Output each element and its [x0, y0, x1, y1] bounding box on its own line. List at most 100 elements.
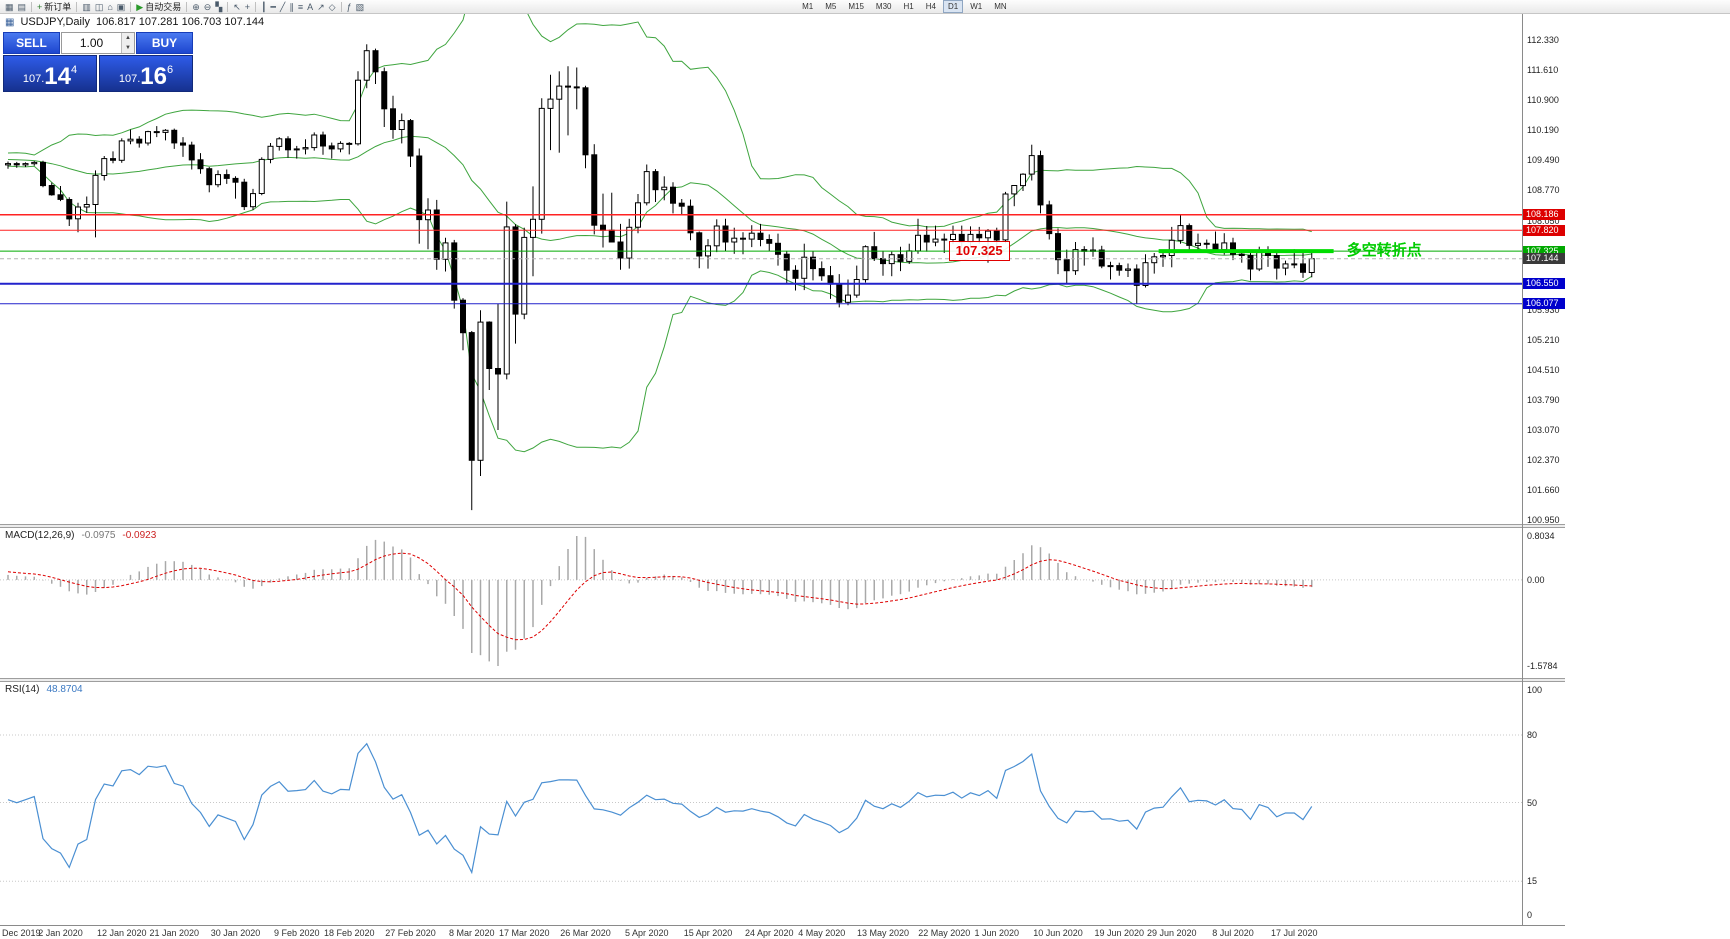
data-window-icon[interactable]: ◫: [93, 1, 106, 13]
price-tick: 105.210: [1527, 335, 1560, 346]
price-tag-106.550: 106.550: [1523, 278, 1565, 290]
fibonacci-icon[interactable]: ≡: [296, 1, 305, 13]
new-order-button[interactable]: + 新订单: [35, 1, 73, 13]
timeframe-H1[interactable]: H1: [903, 2, 914, 11]
horizontal-line-icon[interactable]: ━: [268, 1, 277, 13]
price-tick: 103.070: [1527, 425, 1560, 436]
date-label: 8 Jul 2020: [1212, 928, 1254, 938]
volume-input[interactable]: 1.00 ▲ ▼: [61, 32, 135, 54]
price-tick: 102.370: [1527, 454, 1560, 465]
rsi-axis-50: 50: [1527, 797, 1538, 808]
panel-splitter[interactable]: [0, 524, 1565, 528]
terminal-icon[interactable]: ▣: [115, 1, 128, 13]
trendline-icon[interactable]: ╱: [278, 1, 287, 13]
shapes-icon[interactable]: ◇: [327, 1, 338, 13]
chart-profiles-icon-glyph: ▤: [17, 1, 27, 12]
turning-point-annotation[interactable]: 多空转折点: [1346, 242, 1422, 260]
bid-price-big: 14: [44, 63, 71, 90]
volume-decrease-button[interactable]: ▼: [122, 43, 134, 53]
date-label: 12 Jan 2020: [96, 928, 147, 938]
sell-button[interactable]: SELL: [3, 32, 60, 54]
macd-label: MACD(12,26,9) -0.0975 -0.0923: [5, 530, 156, 541]
bid-price-tile[interactable]: 107. 14 4: [3, 55, 97, 92]
cursor-icon-glyph: ↖: [233, 1, 241, 12]
market-watch-icon[interactable]: ▥: [80, 1, 93, 13]
navigator-icon[interactable]: ⌂: [105, 1, 114, 13]
rsi-axis-15: 15: [1527, 876, 1538, 887]
channel-icon[interactable]: ∥: [287, 1, 296, 13]
panel-splitter[interactable]: [0, 678, 1565, 682]
date-label: 1 Jun 2020: [974, 928, 1020, 938]
crosshair-icon[interactable]: +: [243, 1, 252, 13]
bollinger-bands: [7, 0, 1313, 453]
zoom-in-icon[interactable]: ⊕: [190, 1, 202, 13]
time-axis-border: [0, 925, 1565, 926]
price-tick: 100.950: [1527, 514, 1560, 525]
date-label: 13 May 2020: [856, 928, 910, 938]
autotrading-button[interactable]: ▶ 自动交易: [134, 1, 183, 13]
timeframe-M1[interactable]: M1: [802, 2, 814, 11]
price-annotation-flag[interactable]: 107.325: [948, 241, 1010, 262]
zoom-out-icon[interactable]: ⊖: [202, 1, 214, 13]
date-label: 15 Apr 2020: [683, 928, 733, 938]
price-tag-107.820: 107.820: [1523, 224, 1565, 236]
toolbar: ▦ ▤ + 新订单 ▥ ◫ ⌂ ▣ ▶ 自动交易 ⊕ ⊖ ▚ ↖ + ┃ ━ ╱ ∥ ≡ A ↗ ◇ ƒ ▧ M1 M5 M15 M30…: [0, 0, 1730, 14]
timeframe-M15[interactable]: M15: [848, 2, 864, 11]
new-order-button-label: 新订单: [44, 2, 72, 12]
new-chart-icon[interactable]: ▦: [3, 1, 16, 13]
indicators-icon[interactable]: ƒ: [345, 1, 354, 13]
price-tag-108.186: 108.186: [1523, 209, 1565, 221]
volume-value[interactable]: 1.00: [79, 36, 104, 50]
timeframe-MN[interactable]: MN: [994, 2, 1007, 11]
data-window-icon-glyph: ◫: [94, 1, 104, 12]
date-label: 5 Apr 2020: [624, 928, 669, 938]
market-watch-icon-glyph: ▥: [82, 1, 91, 12]
zoom-in-icon-glyph: ⊕: [192, 1, 200, 12]
volume-increase-button[interactable]: ▲: [122, 33, 134, 43]
rsi-value: 48.8704: [46, 684, 83, 695]
chart-profiles-icon[interactable]: ▤: [16, 1, 29, 13]
chart-title-icon: ▦: [5, 16, 15, 28]
buy-button[interactable]: BUY: [136, 32, 193, 54]
macd-histogram: [7, 536, 1313, 666]
chart-title: ▦ USDJPY,Daily 106.817 107.281 106.703 1…: [5, 16, 264, 28]
date-label: 17 Jul 2020: [1270, 928, 1318, 938]
price-tick: 109.490: [1527, 154, 1560, 165]
tile-windows-icon-glyph: ▚: [215, 1, 223, 12]
cursor-icon[interactable]: ↖: [231, 1, 243, 13]
ask-price-pipette: 6: [167, 64, 174, 76]
ask-price-tile[interactable]: 107. 16 6: [99, 55, 193, 92]
timeframe-M30[interactable]: M30: [875, 2, 892, 11]
timeframe-D1[interactable]: D1: [942, 0, 964, 13]
tile-windows-icon[interactable]: ▚: [213, 1, 224, 13]
timeframe-W1[interactable]: W1: [970, 2, 983, 11]
toolbar-separator: [255, 1, 257, 12]
trade-panel-prices: 107. 14 4 107. 16 6: [3, 55, 195, 92]
templates-icon[interactable]: ▧: [354, 1, 367, 13]
horizontal-line-icon-glyph: ━: [270, 1, 276, 12]
macd-axis-zero: 0.00: [1527, 574, 1545, 585]
crosshair-icon-glyph: +: [244, 1, 251, 12]
vertical-line-icon[interactable]: ┃: [259, 1, 268, 13]
macd-name: MACD(12,26,9): [5, 530, 75, 541]
timeframe-M5[interactable]: M5: [825, 2, 837, 11]
date-label: 8 Mar 2020: [448, 928, 495, 938]
date-label: 29 Jun 2020: [1146, 928, 1197, 938]
date-label: 26 Mar 2020: [560, 928, 611, 938]
channel-icon-glyph: ∥: [289, 1, 294, 12]
toolbar-separator: [31, 1, 33, 12]
templates-icon-glyph: ▧: [355, 1, 365, 12]
text-icon[interactable]: A: [305, 1, 315, 13]
date-label: 21 Jan 2020: [149, 928, 200, 938]
bid-price-pipette: 4: [71, 64, 78, 76]
macd-signal-line: [7, 552, 1312, 641]
rsi-axis-100: 100: [1527, 685, 1543, 695]
arrow-tool-icon[interactable]: ↗: [315, 1, 327, 13]
arrow-tool-icon-glyph: ↗: [317, 1, 325, 12]
chart-ohlc-values: 106.817 107.281 106.703 107.144: [95, 16, 265, 28]
date-label: 18 Feb 2020: [323, 928, 375, 938]
timeframe-H4[interactable]: H4: [925, 2, 936, 11]
date-label: 19 Jun 2020: [1094, 928, 1145, 938]
price-axis-border: [1522, 14, 1523, 925]
